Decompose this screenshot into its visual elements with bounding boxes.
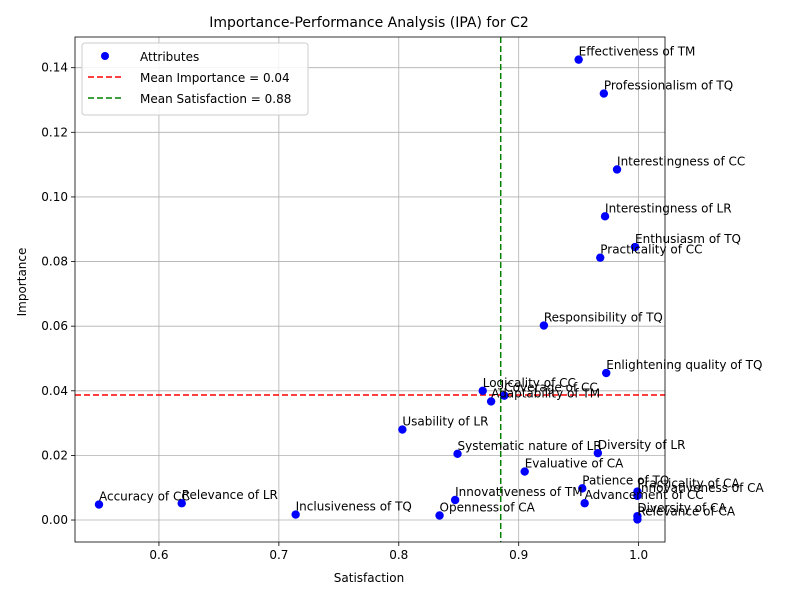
data-points — [94, 55, 642, 524]
legend-box — [81, 42, 309, 116]
scatter-point — [478, 386, 487, 395]
scatter-point — [398, 425, 407, 434]
x-tick-label: 0.7 — [269, 548, 288, 562]
point-label: Interestingness of CC — [617, 154, 745, 168]
legend-label-attributes: Attributes — [140, 50, 199, 64]
scatter-point — [450, 495, 460, 505]
scatter-point — [520, 467, 529, 476]
x-axis-label: Satisfaction — [334, 571, 404, 585]
point-label: Enthusiasm of TQ — [635, 232, 741, 246]
point-label: Diversity of LR — [598, 438, 686, 452]
scatter-point — [602, 368, 611, 378]
point-label: Evaluative of CA — [525, 457, 624, 471]
point-label: Interestingness of LR — [605, 201, 732, 215]
y-tick-label: 0.04 — [41, 384, 68, 398]
point-label: Diversity of CA — [637, 501, 727, 515]
scatter-point — [599, 89, 609, 98]
scatter-point — [291, 510, 300, 519]
legend-label-mean-satisfaction: Mean Satisfaction = 0.88 — [140, 92, 291, 106]
y-tick-label: 0.14 — [41, 61, 68, 75]
mean-lines — [75, 37, 665, 542]
y-tick-label: 0.12 — [41, 125, 68, 139]
scatter-point — [596, 253, 605, 262]
point-label: Effectiveness of TM — [579, 45, 696, 59]
y-tick-label: 0.00 — [41, 513, 68, 527]
legend: Attributes Mean Importance = 0.04 Mean S… — [81, 42, 309, 116]
scatter-point — [500, 391, 509, 400]
point-label: Usability of LR — [402, 415, 488, 429]
scatter-point — [593, 448, 603, 458]
axis-ticks: 0.6 0.7 0.8 0.9 1.0 0.00 0.02 0.04 0.06 0.08 0.10 0… — [41, 61, 648, 562]
point-label: Advancement of CC — [585, 488, 704, 502]
point-label: Relevance of LR — [182, 488, 278, 502]
point-label: Patience of TQ — [582, 473, 669, 487]
point-label: Systematic nature of LR — [458, 439, 602, 453]
point-label: Innovativeness of CA — [637, 481, 764, 495]
scatter-point — [94, 500, 104, 509]
point-label: Openness of CA — [440, 501, 536, 515]
y-tick-label: 0.06 — [41, 319, 68, 333]
point-label: Innovativeness of TM — [455, 485, 582, 499]
point-label: Practicality of CA — [637, 477, 740, 491]
scatter-point — [453, 449, 462, 458]
y-tick-label: 0.02 — [41, 448, 68, 462]
scatter-point — [580, 499, 589, 508]
x-tick-label: 0.9 — [509, 548, 528, 562]
point-label: Relevance of CA — [637, 504, 736, 518]
y-tick-label: 0.08 — [41, 255, 68, 269]
scatter-point — [633, 491, 642, 500]
point-label: Enlightening quality of TQ — [606, 358, 762, 372]
point-label: Practicality of CC — [600, 243, 702, 257]
x-tick-label: 1.0 — [629, 548, 648, 562]
scatter-point — [539, 321, 549, 330]
point-label: Coverage of CC — [504, 381, 597, 395]
plot-frame — [74, 36, 666, 543]
scatter-point — [486, 397, 496, 406]
scatter-point — [630, 242, 640, 252]
scatter-point — [435, 511, 444, 520]
point-label: Inclusiveness of TQ — [296, 500, 412, 514]
x-tick-label: 0.8 — [389, 548, 408, 562]
scatter-point — [574, 55, 583, 64]
grid — [75, 37, 665, 542]
legend-label-mean-importance: Mean Importance = 0.04 — [140, 71, 290, 85]
scatter-point — [177, 499, 186, 508]
legend-marker-attributes — [101, 52, 109, 60]
point-label: Professionalism of TQ — [604, 79, 733, 93]
scatter-point — [633, 515, 642, 524]
y-axis-label: Importance — [15, 248, 29, 317]
scatter-point — [600, 212, 610, 221]
point-label: Accuracy of CC — [99, 490, 190, 504]
point-label: Logicality of CC — [483, 376, 576, 390]
x-tick-label: 0.6 — [149, 548, 168, 562]
point-labels: Effectiveness of TM Professionalism of TQ… — [99, 45, 765, 519]
y-tick-label: 0.10 — [41, 190, 68, 204]
scatter-point — [612, 165, 622, 174]
chart-title: Importance-Performance Analysis (IPA) fo… — [209, 15, 529, 31]
scatter-point — [578, 484, 587, 493]
point-label: Adaptability of TM — [491, 386, 600, 400]
point-label: Responsibility of TQ — [544, 311, 663, 325]
